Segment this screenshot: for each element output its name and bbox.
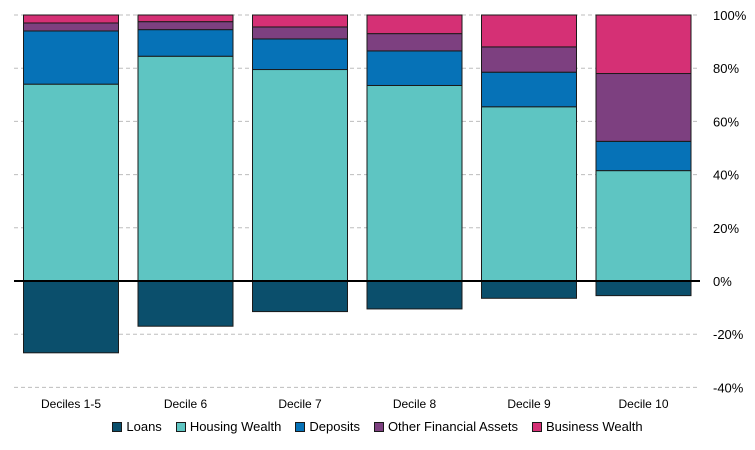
bar-segment-deposits xyxy=(23,30,119,85)
y-tick-label: -20% xyxy=(713,327,744,342)
bar-segment-housing-wealth xyxy=(481,106,577,282)
legend-label: Housing Wealth xyxy=(189,419,282,434)
bar-segment-loans xyxy=(595,280,692,297)
legend-swatch xyxy=(532,421,542,432)
bar-segment-housing-wealth xyxy=(252,69,348,282)
bar-segment-housing-wealth xyxy=(137,55,234,282)
x-category-label: Decile 7 xyxy=(278,397,322,411)
bar-segment-housing-wealth xyxy=(595,170,692,282)
bar-segment-other-financial-assets xyxy=(481,46,577,73)
bar-segment-other-financial-assets xyxy=(366,33,463,52)
bar-segment-other-financial-assets xyxy=(595,73,692,142)
legend-swatch xyxy=(295,421,306,432)
x-category-label: Deciles 1-5 xyxy=(41,397,101,411)
legend-swatch xyxy=(373,421,384,432)
legend: Loans Housing Wealth Deposits Other Financi… xyxy=(0,419,755,434)
y-tick-label: 100% xyxy=(713,8,747,23)
bar-segment-deposits xyxy=(137,29,234,57)
legend-label: Other Financial Assets xyxy=(387,419,518,434)
bar-segment-deposits xyxy=(481,71,577,108)
bar-segment-business-wealth xyxy=(366,14,463,35)
bar-segment-business-wealth xyxy=(252,14,348,28)
bar-segment-loans xyxy=(23,280,119,354)
legend-item: Loans xyxy=(112,419,162,434)
bar-segment-loans xyxy=(481,280,577,299)
bar-segment-other-financial-assets xyxy=(23,22,119,32)
x-category-label: Decile 9 xyxy=(507,397,551,411)
bar-segment-business-wealth xyxy=(137,14,234,23)
bar-segment-loans xyxy=(366,280,463,310)
y-tick-label: 40% xyxy=(713,168,739,183)
bar-segment-deposits xyxy=(595,140,692,172)
bar-segment-deposits xyxy=(252,38,348,71)
bar-segment-other-financial-assets xyxy=(137,21,234,31)
bar-segment-housing-wealth xyxy=(366,84,463,282)
bar-segment-other-financial-assets xyxy=(252,26,348,40)
y-tick-label: 20% xyxy=(713,221,739,236)
axes: 100% 80% 60% 40% 20% 0% -20% -40% Deciles 1-5 Dec… xyxy=(14,8,747,411)
legend-item: Housing Wealth xyxy=(175,419,282,434)
legend-swatch xyxy=(175,421,186,432)
legend-swatch xyxy=(112,421,123,432)
x-category-label: Decile 10 xyxy=(618,397,668,411)
x-category-label: Decile 6 xyxy=(164,397,208,411)
x-category-label: Decile 8 xyxy=(393,397,437,411)
legend-label: Loans xyxy=(126,419,162,434)
gridlines xyxy=(14,14,700,388)
y-tick-label: 0% xyxy=(713,274,732,289)
bar-segment-loans xyxy=(252,280,348,313)
legend-label: Business Wealth xyxy=(546,419,643,434)
bar-segment-housing-wealth xyxy=(23,83,119,282)
legend-label: Deposits xyxy=(309,419,360,434)
bar-segment-deposits xyxy=(366,50,463,86)
legend-item: Business Wealth xyxy=(532,419,643,434)
legend-item: Deposits xyxy=(295,419,360,434)
legend-item: Other Financial Assets xyxy=(373,419,518,434)
bar-segment-business-wealth xyxy=(481,14,577,48)
y-tick-label: 80% xyxy=(713,61,739,76)
y-tick-label: 60% xyxy=(713,114,739,129)
bar-segment-loans xyxy=(137,280,234,327)
bar-segment-business-wealth xyxy=(23,14,119,24)
bars xyxy=(23,14,692,354)
y-tick-label: -40% xyxy=(713,380,744,395)
bar-segment-business-wealth xyxy=(595,14,692,75)
